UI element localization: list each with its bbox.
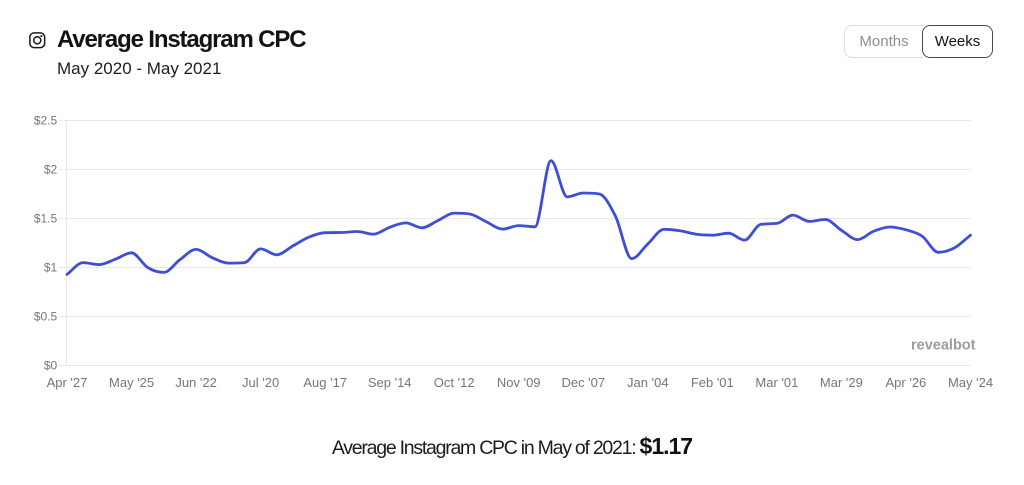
svg-text:Dec '07: Dec '07 (561, 375, 605, 390)
svg-text:Jun '22: Jun '22 (175, 375, 217, 390)
svg-text:Apr '27: Apr '27 (47, 375, 88, 390)
svg-text:Mar '29: Mar '29 (820, 375, 863, 390)
svg-text:Feb '01: Feb '01 (691, 375, 734, 390)
svg-text:Sep '14: Sep '14 (368, 375, 412, 390)
svg-text:$0: $0 (44, 359, 58, 373)
svg-text:$0.5: $0.5 (34, 310, 58, 324)
svg-text:$1: $1 (44, 261, 58, 275)
svg-text:May '25: May '25 (109, 375, 154, 390)
svg-text:$1.5: $1.5 (34, 212, 58, 226)
svg-text:May '24: May '24 (948, 375, 993, 390)
svg-text:Aug '17: Aug '17 (303, 375, 347, 390)
svg-text:Nov '09: Nov '09 (497, 375, 541, 390)
svg-text:$2: $2 (44, 163, 58, 177)
svg-text:Oct '12: Oct '12 (434, 375, 475, 390)
svg-text:Jul '20: Jul '20 (242, 375, 279, 390)
svg-text:revealbot: revealbot (911, 338, 976, 354)
svg-text:Apr '26: Apr '26 (886, 375, 927, 390)
svg-text:Mar '01: Mar '01 (755, 375, 798, 390)
svg-text:Jan '04: Jan '04 (627, 375, 669, 390)
svg-text:$2.5: $2.5 (34, 114, 58, 128)
